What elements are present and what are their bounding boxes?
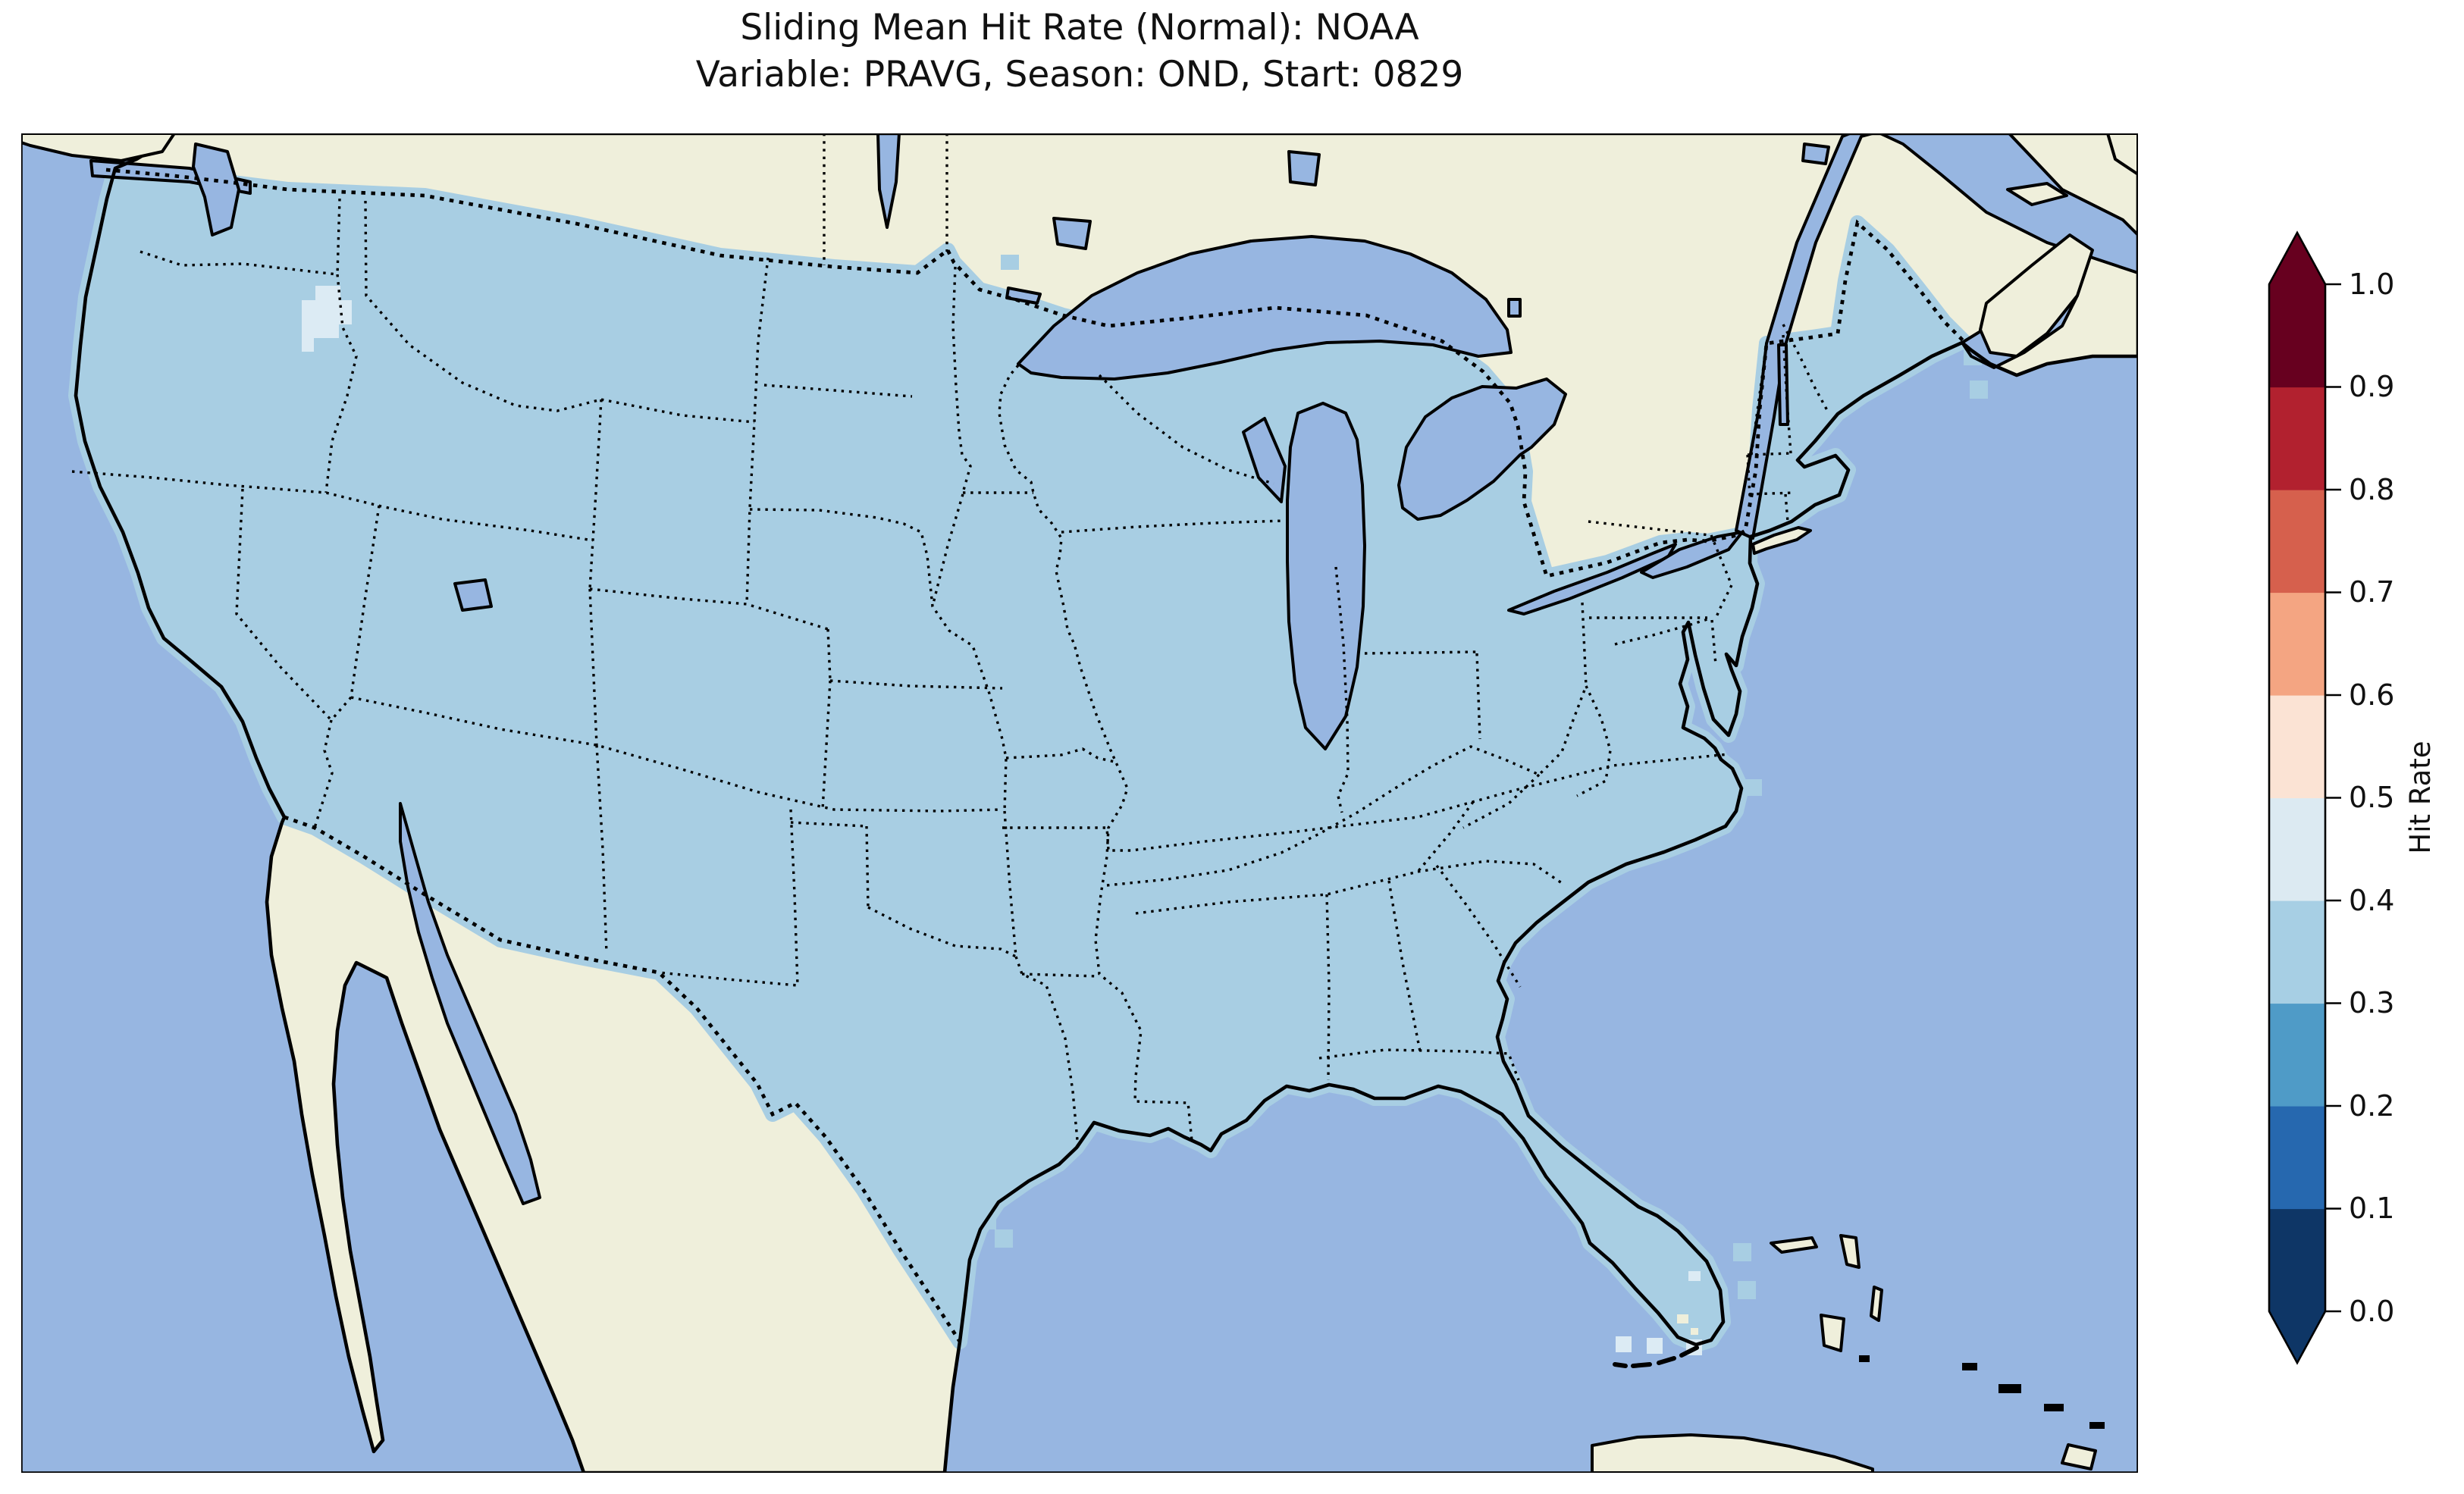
- nova-scotia: [1979, 233, 2094, 358]
- colorbar-bin-0.4-0.5: [2269, 797, 2325, 901]
- green-bay: [1242, 417, 1287, 503]
- colorbar-extend-under-arrow: [2269, 1311, 2325, 1363]
- tick-label: 0.2: [2349, 1089, 2394, 1123]
- colorbar-ticks: [2325, 283, 2341, 1313]
- title-line-2: Variable: PRAVG, Season: OND, Start: 082…: [695, 54, 1464, 96]
- puget-sound: [192, 143, 240, 236]
- tick-label: 0.0: [2349, 1295, 2394, 1328]
- colorbar-bin-0.6-0.7: [2269, 592, 2325, 696]
- tick-label: 0.5: [2349, 781, 2394, 814]
- caribbean-islets: [1962, 1363, 2105, 1471]
- tick-label: 0.4: [2349, 884, 2394, 917]
- tick-label: 0.8: [2349, 473, 2394, 506]
- lake-erie: [1507, 543, 1677, 615]
- colorbar-extend-over-arrow: [2269, 233, 2325, 284]
- lake-huron: [1397, 377, 1567, 521]
- tick-label: 0.1: [2349, 1192, 2394, 1225]
- st-lawrence-river: [1735, 133, 1874, 540]
- colorbar-bin-0.0-0.1: [2269, 1208, 2325, 1312]
- colorbar-bin-0.5-0.6: [2269, 695, 2325, 799]
- us-map: [21, 133, 2138, 1473]
- colorbar-bins: [2269, 284, 2325, 1312]
- colorbar-bin-0.2-0.3: [2269, 1003, 2325, 1107]
- title-line-1: Sliding Mean Hit Rate (Normal): NOAA: [740, 7, 1419, 49]
- cuba: [1591, 1433, 1874, 1473]
- state-borders-plains: [749, 266, 1729, 1149]
- province-borders-canada: [823, 133, 948, 265]
- canada-lakes: [876, 133, 1830, 318]
- colorbar-bin-0.7-0.8: [2269, 490, 2325, 594]
- colorbar-bin-0.3-0.4: [2269, 900, 2325, 1004]
- colorbar-bin-0.9-1.0: [2269, 284, 2325, 388]
- colorbar-axis-label: Hit Rate: [2404, 741, 2437, 853]
- lake-champlain: [1777, 343, 1789, 426]
- colorbar-bin-0.1-0.2: [2269, 1106, 2325, 1210]
- vancouver-island: [21, 133, 176, 162]
- great-lakes: [1017, 235, 1744, 750]
- state-borders-west: [71, 198, 1003, 987]
- tick-label: 0.6: [2349, 678, 2394, 712]
- state-borders-south-east: [1135, 324, 1830, 1081]
- prince-edward-island: [2006, 182, 2068, 206]
- great-salt-lake: [453, 578, 493, 612]
- state-borders-midwest: [998, 364, 1588, 1142]
- lake-superior: [1017, 235, 1513, 381]
- colorbar-tick-labels: 1.0 0.9 0.8 0.7 0.6 0.5 0.4 0.3 0.2 0.1 …: [2349, 268, 2394, 1328]
- florida-keys: [1613, 1345, 1699, 1368]
- gulf-of-california: [399, 802, 541, 1205]
- bahamas-islands: [1770, 1234, 1883, 1362]
- newfoundland-corner: [2106, 133, 2138, 176]
- tick-label: 1.0: [2349, 268, 2394, 301]
- tick-label: 0.7: [2349, 575, 2394, 609]
- lake-ontario: [1640, 531, 1744, 579]
- lake-michigan: [1286, 402, 1366, 750]
- figure-title: Sliding Mean Hit Rate (Normal): NOAA Var…: [21, 5, 2138, 99]
- colorbar-bin-0.8-0.9: [2269, 387, 2325, 490]
- tick-label: 0.9: [2349, 370, 2394, 403]
- long-island: [1751, 526, 1812, 555]
- tick-label: 0.3: [2349, 986, 2394, 1019]
- colorbar: 1.0 0.9 0.8 0.7 0.6 0.5 0.4 0.3 0.2 0.1 …: [2268, 230, 2437, 1365]
